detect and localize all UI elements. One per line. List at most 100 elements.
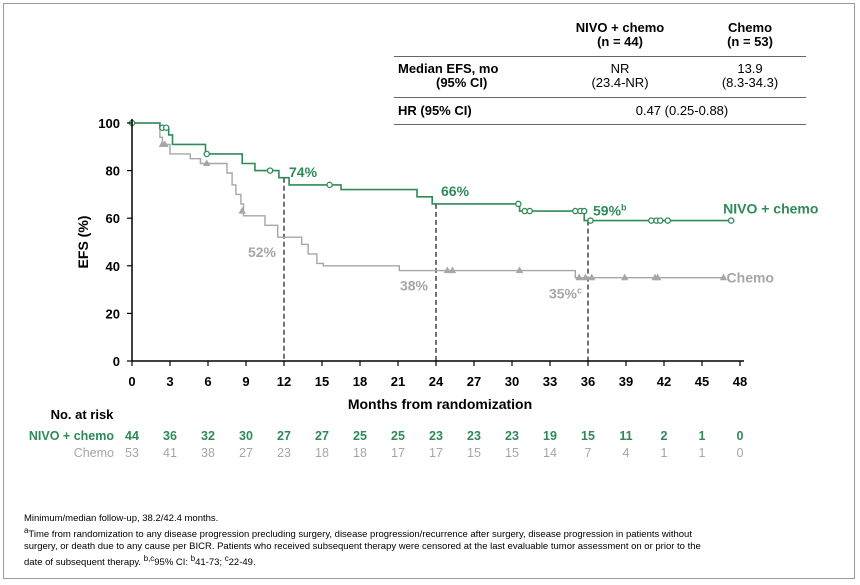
censor-nivo-15	[656, 217, 664, 224]
risk-value-chemo-15: 18	[315, 446, 329, 460]
risk-value-nivo-18: 25	[353, 429, 367, 443]
median-efs-nivo-ci: (23.4-NR)	[591, 75, 649, 90]
risk-value-nivo-36: 15	[581, 429, 595, 443]
censor-chemo-12	[653, 273, 662, 281]
risk-value-chemo-45: 1	[699, 446, 706, 460]
annotation-value: 35%	[549, 286, 578, 302]
risk-value-nivo-33: 19	[543, 429, 557, 443]
axes: 0 3 6 9 12 15 18 21 24 27 30 33 36 39 42 45 480204060801…	[75, 116, 747, 412]
censor-chemo-5	[448, 266, 457, 274]
risk-value-nivo-39: 11	[619, 429, 632, 443]
footnote-followup: Minimum/median follow-up, 38.2/42.4 mont…	[24, 513, 219, 524]
footnote-line4b: 95% CI:	[154, 557, 191, 569]
risk-value-chemo-21: 17	[391, 446, 405, 460]
hr-value: 0.47 (0.25-0.88)	[635, 103, 729, 118]
median-efs-chemo: 13.9 (8.3-34.3)	[694, 62, 806, 90]
table-header-row: NIVO + chemo (n = 44) Chemo (n = 53)	[394, 16, 806, 56]
figure-frame	[3, 3, 855, 579]
footnote-line4c: 41-73;	[195, 557, 225, 569]
annotation-value: 52%	[248, 244, 277, 260]
footnotes: Minimum/median follow-up, 38.2/42.4 mont…	[24, 513, 834, 569]
annotation-value: 38%	[400, 278, 429, 294]
header-chemo: Chemo (n = 53)	[694, 21, 806, 49]
censor-chemo-10	[621, 273, 629, 281]
annotation-value: 74%	[289, 164, 318, 180]
row-label-median-efs-line2: (95% CI)	[436, 75, 488, 90]
series-label-chemo: Chemo	[727, 270, 774, 286]
x-tick-label-3: 3	[166, 374, 173, 389]
risk-value-nivo-24: 23	[429, 429, 443, 443]
risk-row-label-chemo: Chemo	[74, 446, 114, 460]
annotation-value: 66%	[441, 183, 470, 199]
median-efs-chemo-value: 13.9	[737, 61, 763, 76]
table-row-hr: HR (95% CI) 0.47 (0.25-0.88)	[394, 97, 806, 125]
risk-value-chemo-36: 7	[585, 446, 592, 460]
censor-nivo-3	[203, 150, 210, 158]
risk-value-chemo-3: 41	[163, 446, 177, 460]
annotation-sup: b	[621, 203, 627, 213]
median-efs-nivo-value: NR	[610, 61, 630, 76]
risk-value-nivo-12: 27	[277, 429, 291, 443]
footnote-line4d: 22-49.	[228, 557, 256, 569]
annotation-nivo-12: 74%	[289, 164, 318, 180]
censor-marks	[128, 119, 735, 281]
footnote-ci: date of subsequent therapy. b,c95% CI: b…	[24, 553, 834, 569]
annotation-sup: c	[577, 286, 582, 296]
censor-chemo-2	[203, 159, 211, 167]
censor-chemo-7	[575, 273, 583, 281]
summary-table: NIVO + chemo (n = 44) Chemo (n = 53) Med…	[394, 16, 806, 125]
censor-nivo-8	[526, 207, 533, 215]
footnote-line3: surgery, or death due to any cause per B…	[24, 541, 701, 553]
curve-nivo	[132, 122, 732, 222]
y-tick-label-40: 40	[106, 259, 120, 274]
risk-row-label-nivo: NIVO + chemo	[29, 429, 114, 443]
header-chemo-name: Chemo	[727, 20, 773, 35]
footnote-sup-bc: b,c	[143, 554, 155, 564]
risk-value-chemo-27: 15	[467, 446, 481, 460]
footnote-sup-c: c	[224, 554, 229, 564]
risk-value-nivo-15: 27	[315, 429, 329, 443]
censor-nivo-6	[515, 200, 522, 208]
risk-value-nivo-21: 25	[391, 429, 405, 443]
censor-chemo-3	[238, 206, 246, 214]
risk-value-nivo-9: 30	[239, 429, 253, 443]
censor-nivo-12	[587, 217, 594, 224]
censor-chemo-9	[588, 273, 596, 281]
x-tick-label-48: 48	[733, 374, 747, 389]
row-label-hr: HR (95% CI)	[398, 103, 472, 118]
censor-nivo-4	[266, 167, 274, 174]
series-label-nivo: NIVO + chemo	[723, 201, 818, 217]
row-label-median-efs: Median EFS, mo (95% CI)	[398, 62, 498, 90]
y-tick-label-20: 20	[106, 306, 120, 321]
risk-value-chemo-33: 14	[543, 446, 557, 460]
risk-table-title: No. at risk	[51, 407, 115, 422]
censor-nivo-5	[326, 181, 333, 189]
x-tick-label-45: 45	[695, 374, 709, 389]
risk-value-chemo-0: 53	[125, 446, 139, 460]
annotation-chemo-36: 35%c	[549, 286, 582, 302]
annotation-value: 59%	[593, 203, 622, 219]
x-tick-label-42: 42	[657, 374, 671, 389]
censor-chemo-6	[515, 266, 524, 274]
footnote-sup-a: a	[24, 526, 29, 535]
risk-value-nivo-30: 23	[505, 429, 519, 443]
x-tick-label-15: 15	[315, 374, 329, 389]
footnote-line2: Time from randomization to any disease p…	[28, 529, 692, 541]
risk-value-chemo-30: 15	[505, 446, 519, 460]
annotation-nivo-36: 59%b	[593, 203, 627, 219]
median-efs-nivo: NR (23.4-NR)	[558, 62, 682, 90]
y-tick-label-80: 80	[106, 164, 120, 179]
footnote-line4a: date of subsequent therapy.	[24, 557, 144, 569]
risk-value-nivo-27: 23	[467, 429, 481, 443]
censor-chemo-13	[719, 273, 728, 281]
risk-value-chemo-48: 0	[737, 446, 744, 460]
row-label-median-efs-line1: Median EFS, mo	[398, 61, 499, 76]
risk-value-nivo-42: 2	[661, 429, 668, 443]
x-tick-label-24: 24	[429, 374, 444, 389]
median-efs-chemo-ci: (8.3-34.3)	[721, 75, 779, 90]
risk-value-chemo-9: 27	[239, 446, 253, 460]
x-tick-label-18: 18	[353, 374, 367, 389]
risk-value-chemo-24: 17	[429, 446, 443, 460]
censor-nivo-16	[664, 217, 672, 224]
